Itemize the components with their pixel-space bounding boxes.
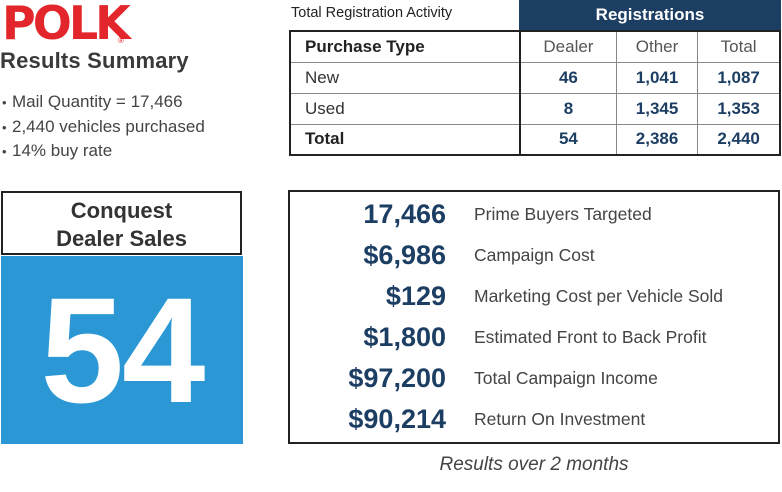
cell-other: 1,041 bbox=[615, 61, 699, 94]
logo-wordmark: POLK bbox=[2, 0, 131, 50]
registration-table: Purchase Type Dealer Other Total New 46 … bbox=[289, 30, 782, 156]
metric-label: Prime Buyers Targeted bbox=[474, 204, 652, 224]
metric-row: $90,214 Return On Investment bbox=[290, 399, 778, 439]
metric-label: Estimated Front to Back Profit bbox=[474, 327, 707, 347]
column-header-dealer: Dealer bbox=[519, 30, 617, 63]
row-label: Total bbox=[289, 123, 521, 156]
bullet-icon: • bbox=[2, 119, 7, 135]
metric-row: $6,986 Campaign Cost bbox=[290, 235, 778, 275]
metric-value: $1,800 bbox=[363, 322, 446, 352]
summary-list: • Mail Quantity = 17,466 • 2,440 vehicles … bbox=[2, 90, 205, 164]
metrics-panel: 17,466 Prime Buyers Targeted $6,986 Camp… bbox=[288, 190, 780, 444]
results-summary-title: Results Summary bbox=[0, 48, 189, 73]
conquest-value-panel: 54 bbox=[1, 256, 243, 444]
column-header-other: Other bbox=[615, 30, 699, 63]
registrations-header: Registrations bbox=[519, 0, 781, 30]
metric-label: Campaign Cost bbox=[474, 245, 595, 265]
metric-value: $6,986 bbox=[363, 240, 446, 270]
table-row: New 46 1,041 1,087 bbox=[289, 61, 782, 94]
row-label: Used bbox=[289, 92, 521, 125]
cell-total: 1,353 bbox=[697, 92, 782, 125]
metric-value: $97,200 bbox=[348, 363, 446, 393]
table-header-row: Purchase Type Dealer Other Total bbox=[289, 30, 782, 63]
metric-row: $1,800 Estimated Front to Back Profit bbox=[290, 317, 778, 357]
conquest-title-line2: Dealer Sales bbox=[56, 226, 187, 251]
metric-row: $129 Marketing Cost per Vehicle Sold bbox=[290, 276, 778, 316]
summary-bullet: • Mail Quantity = 17,466 bbox=[2, 90, 205, 115]
metric-value: 17,466 bbox=[363, 199, 446, 229]
cell-other: 1,345 bbox=[615, 92, 699, 125]
column-header-total: Total bbox=[697, 30, 782, 63]
conquest-value: 54 bbox=[40, 266, 206, 434]
cell-dealer: 8 bbox=[519, 92, 617, 125]
summary-bullet: • 2,440 vehicles purchased bbox=[2, 115, 205, 140]
metric-label: Marketing Cost per Vehicle Sold bbox=[474, 286, 724, 306]
metric-value: $90,214 bbox=[348, 404, 446, 434]
column-header-purchase-type: Purchase Type bbox=[289, 30, 521, 63]
cell-dealer: 46 bbox=[519, 61, 617, 94]
bullet-icon: • bbox=[2, 144, 7, 159]
results-footnote: Results over 2 months bbox=[439, 454, 629, 475]
table-total-row: Total 54 2,386 2,440 bbox=[289, 123, 782, 156]
metric-value: $129 bbox=[385, 281, 446, 311]
bullet-icon: • bbox=[2, 95, 7, 110]
cell-total: 1,087 bbox=[697, 61, 782, 94]
metric-row: 17,466 Prime Buyers Targeted bbox=[290, 194, 778, 234]
conquest-title-box: Conquest Dealer Sales bbox=[1, 191, 242, 255]
registered-mark: ® bbox=[118, 36, 124, 45]
cell-dealer: 54 bbox=[519, 123, 617, 156]
table-caption: Total Registration Activity bbox=[291, 5, 453, 21]
conquest-title-line1: Conquest bbox=[70, 198, 173, 223]
summary-bullet: • 14% buy rate bbox=[2, 139, 205, 164]
metric-row: $97,200 Total Campaign Income bbox=[290, 358, 778, 398]
polk-logo: POLK ® bbox=[2, 0, 131, 50]
table-row: Used 8 1,345 1,353 bbox=[289, 92, 782, 125]
cell-other: 2,386 bbox=[615, 123, 699, 156]
row-label: New bbox=[289, 61, 521, 94]
metric-label: Total Campaign Income bbox=[474, 368, 658, 388]
cell-total: 2,440 bbox=[697, 123, 782, 156]
metric-label: Return On Investment bbox=[474, 409, 646, 429]
